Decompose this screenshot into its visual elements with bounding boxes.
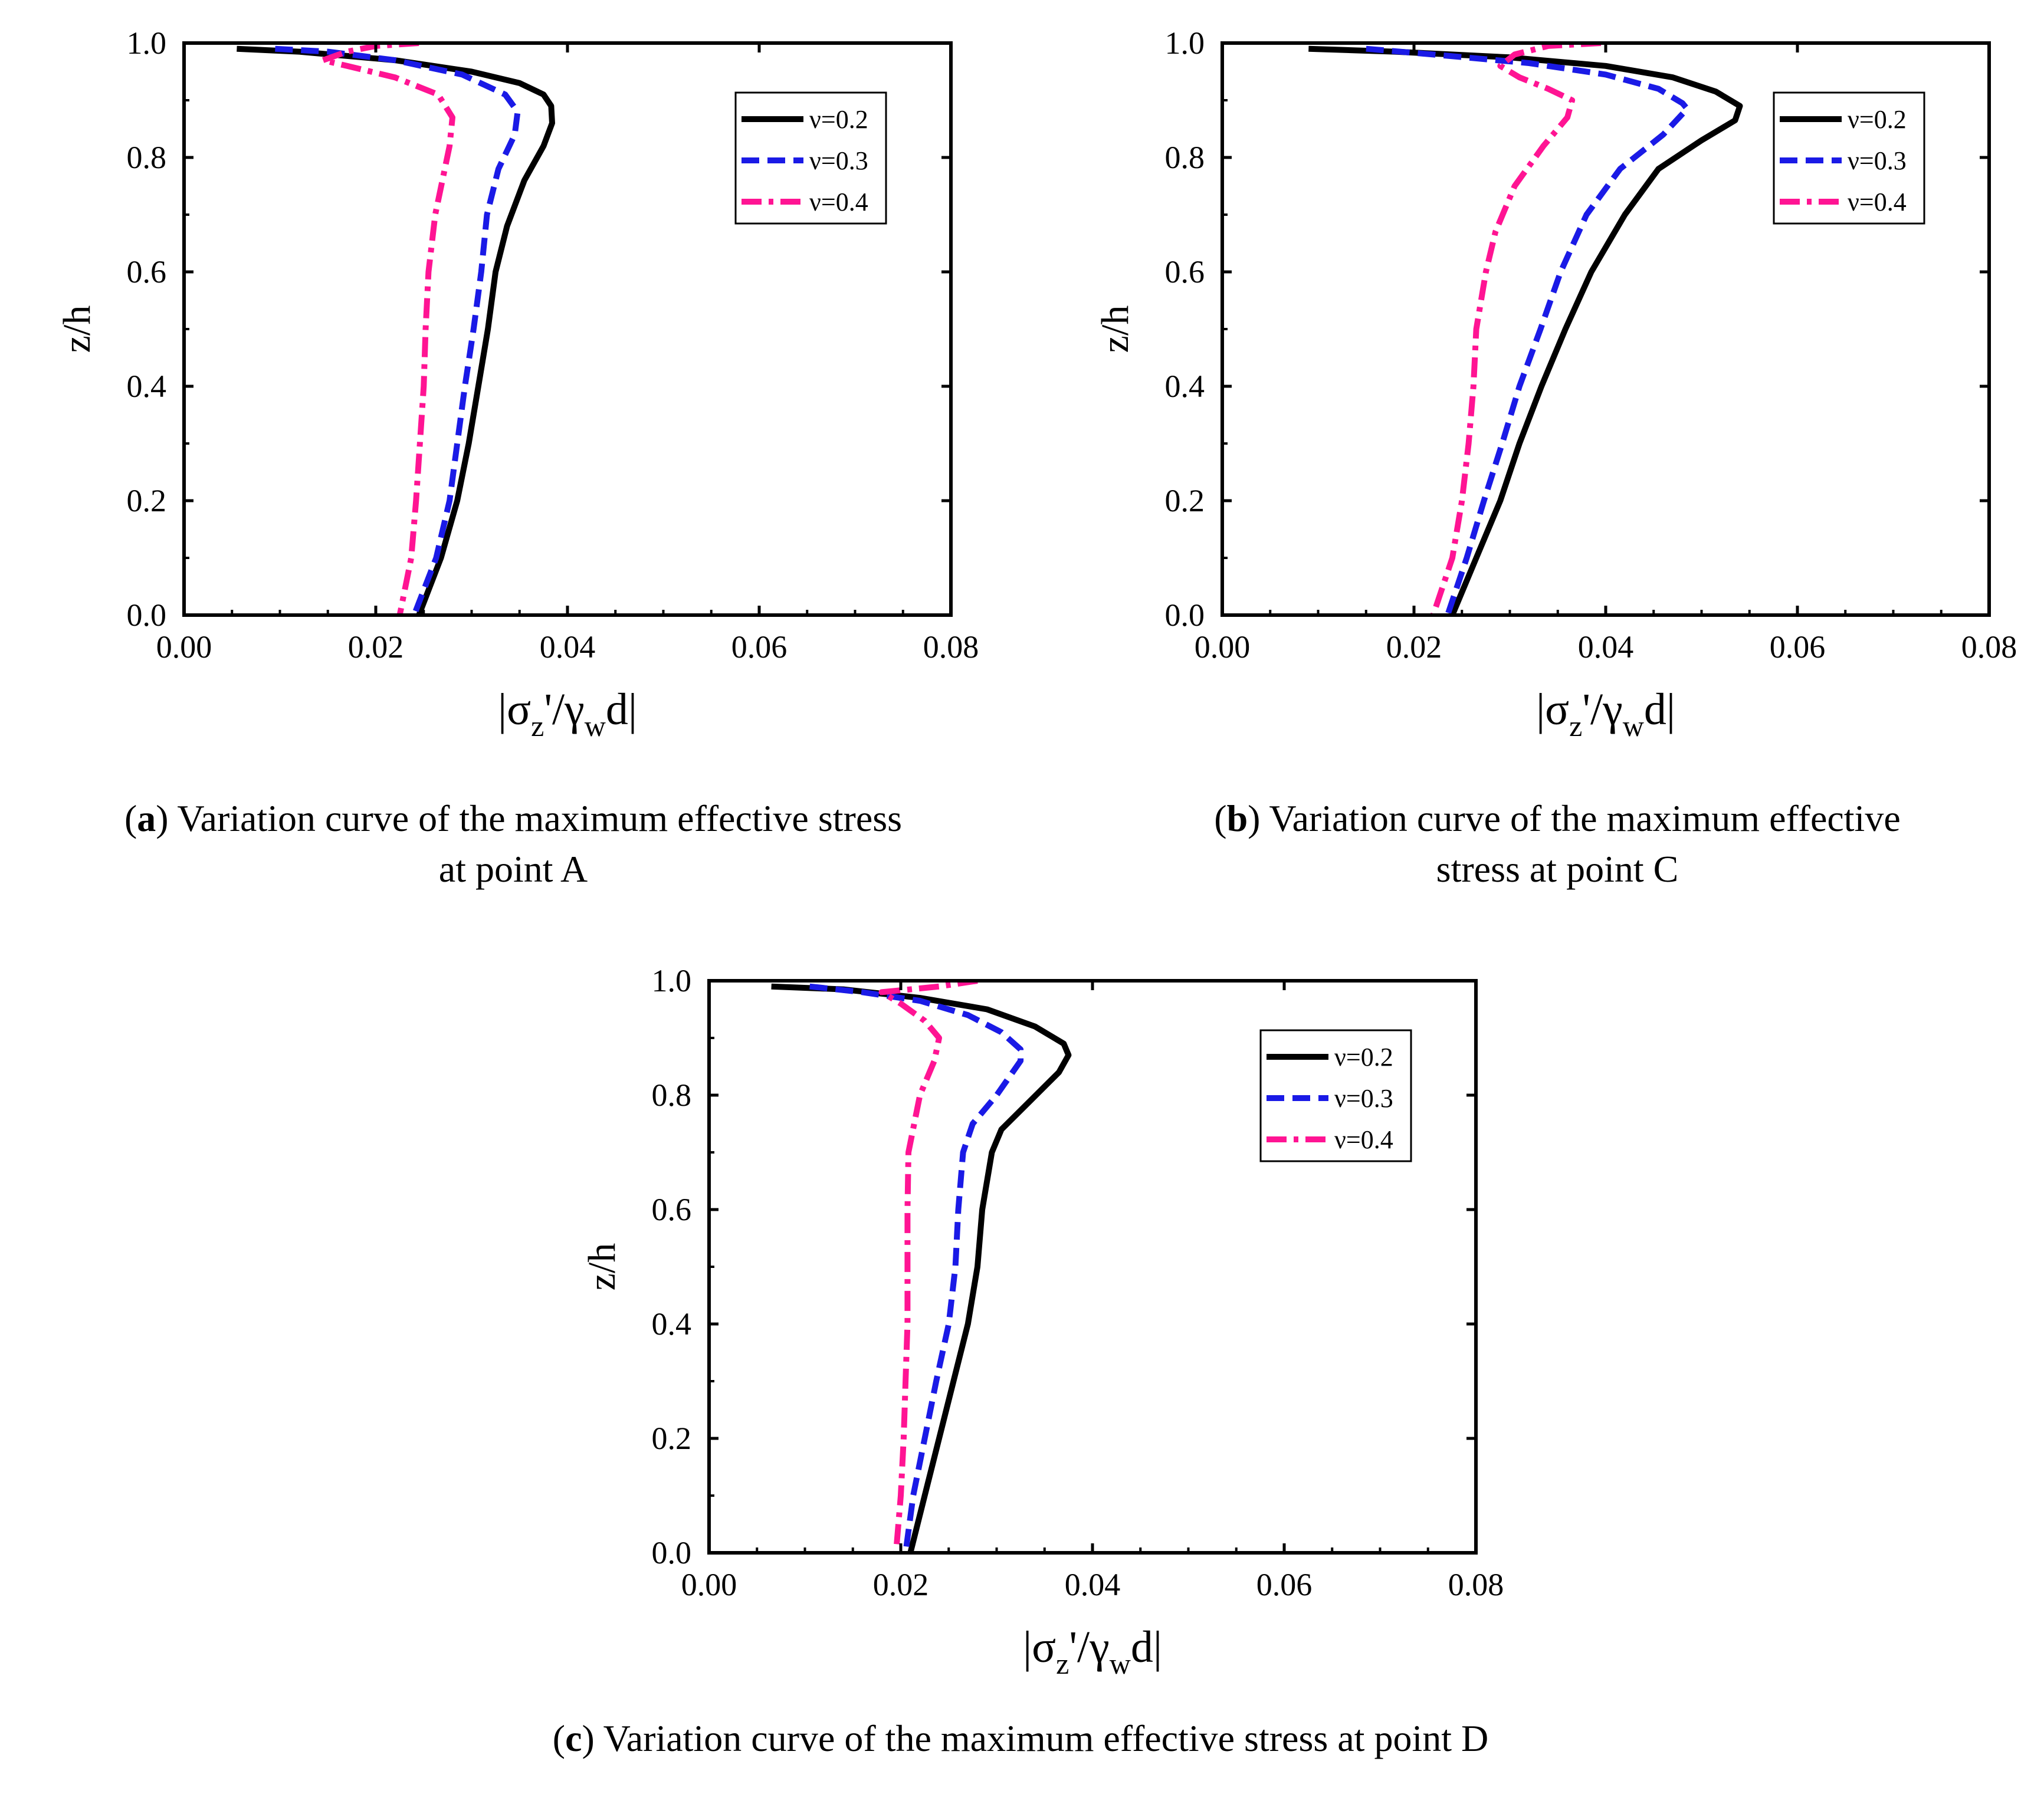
- x-tick-label: 0.04: [540, 629, 596, 665]
- chart-c: 0.00 0.02 0.04 0.06 0.08 0.0 0.2 0.4 0.6 0.8 1.0 z/…: [580, 963, 1504, 1680]
- x-tick-label: 0.02: [1386, 629, 1442, 665]
- legend-box: [1773, 91, 1925, 225]
- x-tick-label: 0.06: [731, 629, 788, 665]
- y-tick-label: 1.0: [1165, 25, 1205, 61]
- y-tick-label: 1.0: [127, 25, 167, 61]
- legend-entry: ν=0.4: [1848, 188, 1907, 216]
- y-tick-label: 0.8: [1165, 140, 1205, 175]
- legend-entry: ν=0.4: [809, 188, 868, 216]
- x-tick-label: 0.04: [1578, 629, 1634, 665]
- series-group: [237, 42, 555, 615]
- y-tick-label: 0.4: [127, 369, 167, 404]
- y-tick-label: 0.4: [1165, 369, 1205, 404]
- y-tick-label: 0.2: [1165, 483, 1205, 518]
- caption-b-letter: b: [1226, 797, 1248, 839]
- legend-entry: ν=0.3: [1334, 1084, 1393, 1113]
- y-tick-label: 0.2: [652, 1421, 692, 1456]
- series-line-4-chart-c: [878, 980, 978, 1553]
- y-tick-label: 0.0: [127, 597, 167, 633]
- series-line-3-chart-a: [275, 45, 521, 615]
- legend-entry: ν=0.2: [1334, 1043, 1393, 1072]
- x-tick-label: 0.00: [156, 629, 212, 665]
- y-tick-label: 0.0: [652, 1535, 692, 1570]
- caption-b-line2: stress at point C: [1436, 848, 1679, 890]
- y-tick-label: 0.8: [652, 1077, 692, 1113]
- y-axis-label: z/h: [1094, 305, 1137, 353]
- x-tick-label: 0.08: [1961, 629, 2017, 665]
- x-tick-label: 0.00: [1195, 629, 1251, 665]
- legend-entry: ν=0.4: [1334, 1125, 1393, 1154]
- series-group: [771, 980, 1072, 1553]
- legend-entry: ν=0.2: [809, 105, 868, 134]
- x-tick-label: 0.00: [681, 1567, 737, 1602]
- caption-a-line1: ) Variation curve of the maximum effecti…: [156, 797, 903, 839]
- x-axis-label: |σz'/γwd|: [1023, 1622, 1162, 1680]
- series-line-3-chart-c: [809, 983, 1024, 1553]
- series-group: [1308, 42, 1743, 615]
- legend-entry: ν=0.3: [1848, 146, 1907, 175]
- y-tick-label: 0.2: [127, 483, 167, 518]
- y-tick-label: 0.4: [652, 1306, 692, 1342]
- y-axis-label: z/h: [55, 305, 99, 353]
- x-tick-label: 0.04: [1065, 1567, 1121, 1602]
- x-axis-label: |σz'/γwd|: [498, 685, 637, 742]
- y-tick-label: 0.6: [652, 1192, 692, 1227]
- x-tick-label: 0.08: [923, 629, 979, 665]
- series-line-3-chart-b: [1366, 45, 1691, 615]
- series-line-2-chart-c: [771, 983, 1072, 1553]
- x-tick-label: 0.02: [348, 629, 404, 665]
- series-line-2-chart-b: [1308, 45, 1743, 615]
- caption-b: (b) Variation curve of the maximum effec…: [1214, 797, 1901, 890]
- y-tick-label: 0.6: [1165, 254, 1205, 290]
- x-tick-label: 0.06: [1770, 629, 1826, 665]
- caption-a-line2: at point A: [438, 848, 588, 890]
- series-line-2-chart-a: [237, 45, 555, 615]
- caption-a: (a) Variation curve of the maximum effec…: [124, 797, 903, 890]
- x-tick-label: 0.06: [1256, 1567, 1313, 1602]
- series-line-4-chart-b: [1430, 42, 1602, 615]
- legend-entry: ν=0.3: [809, 146, 868, 175]
- chart-a: 0.00 0.02 0.04 0.06 0.08 0.0 0.2 0.4 0.6 0.8 1.0 z/…: [55, 25, 979, 742]
- legend-entry: ν=0.2: [1848, 105, 1907, 134]
- chart-b: 0.00 0.02 0.04 0.06 0.08 0.0 0.2 0.4 0.6 0.8 1.0 z/…: [1094, 25, 2017, 742]
- y-tick-label: 0.0: [1165, 597, 1205, 633]
- y-tick-label: 1.0: [652, 963, 692, 998]
- y-tick-label: 0.6: [127, 254, 167, 290]
- caption-b-line1: ) Variation curve of the maximum effecti…: [1248, 797, 1901, 839]
- caption-a-letter: a: [137, 797, 156, 839]
- caption-c-line1: ) Variation curve of the maximum effecti…: [582, 1717, 1489, 1759]
- x-tick-label: 0.02: [873, 1567, 929, 1602]
- caption-c: (c) Variation curve of the maximum effec…: [552, 1717, 1489, 1759]
- y-tick-label: 0.8: [127, 140, 167, 175]
- x-tick-label: 0.08: [1448, 1567, 1504, 1602]
- caption-c-letter: c: [565, 1717, 582, 1759]
- y-axis-label: z/h: [580, 1243, 624, 1291]
- series-line-4-chart-a: [320, 42, 455, 615]
- x-axis-label: |σz'/γwd|: [1536, 685, 1675, 742]
